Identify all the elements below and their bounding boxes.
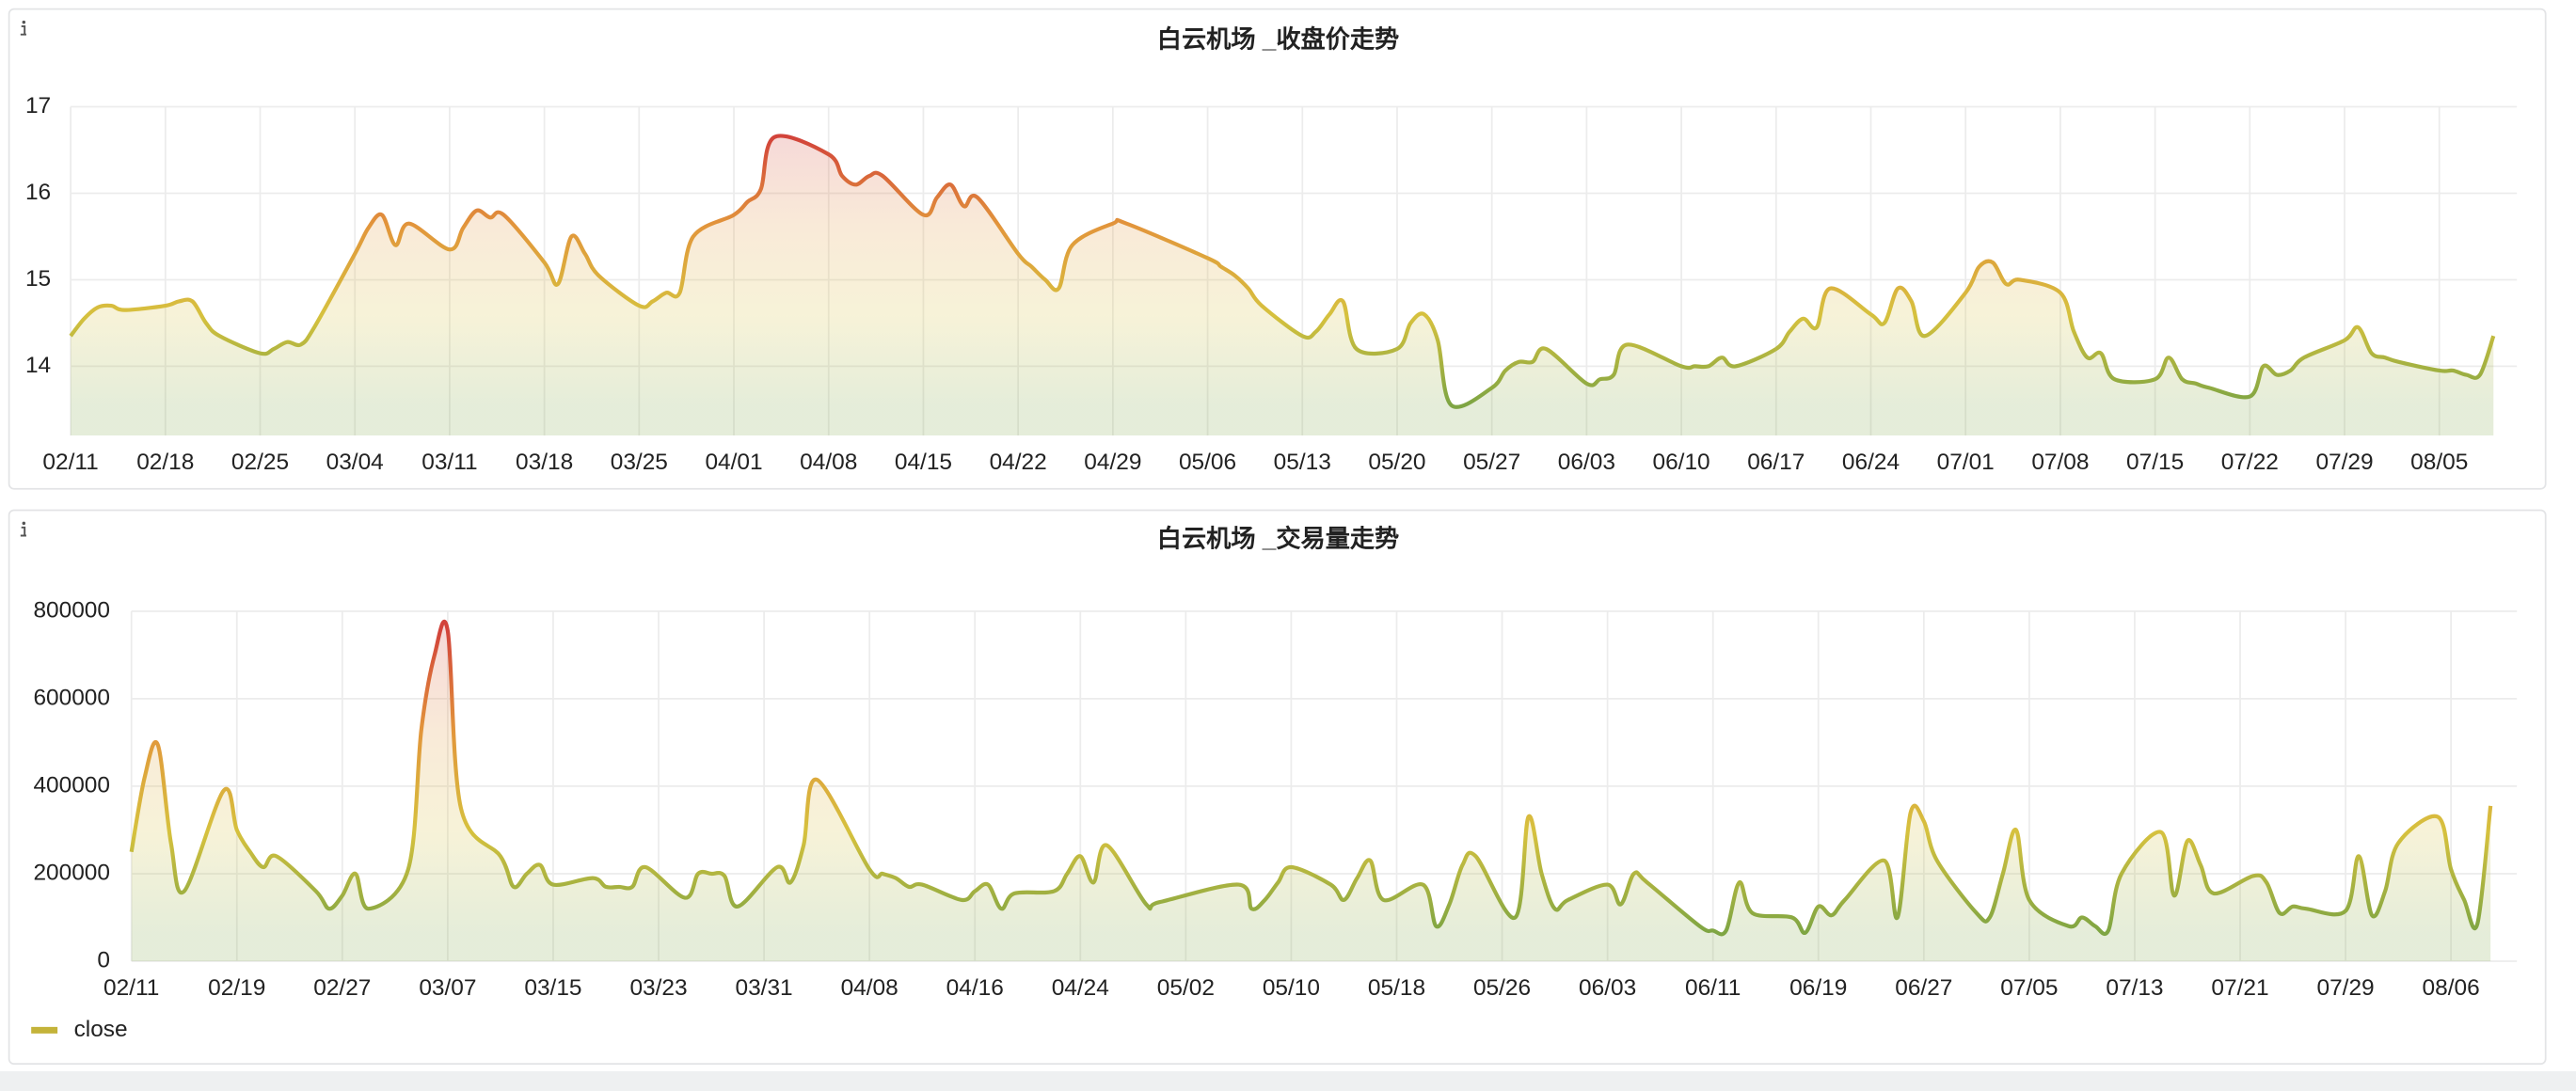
x-tick-label: 06/17 <box>1747 450 1805 475</box>
x-tick-label: 06/03 <box>1558 450 1615 475</box>
x-tick-label: 03/11 <box>421 450 477 475</box>
info-icon-stem <box>20 526 26 537</box>
x-tick-label: 07/05 <box>2000 975 2058 1001</box>
y-tick-label: 400000 <box>33 772 110 798</box>
x-tick-label: 02/11 <box>42 450 98 475</box>
info-icon[interactable] <box>16 18 32 40</box>
y-tick-label: 200000 <box>33 860 110 885</box>
x-tick-label: 04/29 <box>1084 450 1141 475</box>
x-tick-label: 07/13 <box>2106 975 2163 1001</box>
x-tick-label: 08/05 <box>2410 450 2468 475</box>
x-tick-label: 04/08 <box>800 450 857 475</box>
x-tick-label: 05/02 <box>1157 975 1215 1001</box>
x-tick-label: 07/08 <box>2031 450 2089 475</box>
legend-swatch <box>31 1026 58 1034</box>
x-tick-label: 02/11 <box>103 975 159 1001</box>
x-tick-label: 06/10 <box>1653 450 1710 475</box>
info-icon-dot <box>22 521 26 526</box>
x-tick-label: 05/20 <box>1368 450 1425 475</box>
y-tick-label: 15 <box>25 266 51 292</box>
x-tick-label: 05/26 <box>1473 975 1531 1001</box>
x-tick-label: 03/31 <box>736 975 793 1001</box>
y-tick-label: 600000 <box>33 685 110 710</box>
x-tick-label: 08/06 <box>2423 975 2480 1001</box>
x-tick-label: 04/15 <box>895 450 952 475</box>
x-tick-label: 04/08 <box>841 975 898 1001</box>
x-tick-label: 04/24 <box>1052 975 1109 1001</box>
x-tick-label: 06/27 <box>1895 975 1952 1001</box>
x-tick-label: 04/22 <box>990 450 1047 475</box>
x-tick-label: 02/27 <box>313 975 371 1001</box>
area-fill <box>71 135 2494 435</box>
x-tick-label: 05/10 <box>1263 975 1320 1001</box>
x-tick-label: 03/15 <box>524 975 581 1001</box>
y-tick-label: 0 <box>97 947 110 972</box>
x-tick-label: 06/19 <box>1789 975 1847 1001</box>
info-icon[interactable] <box>16 519 32 541</box>
x-tick-label: 06/03 <box>1579 975 1636 1001</box>
line <box>69 134 2496 409</box>
info-icon-stem <box>20 24 26 36</box>
x-tick-label: 07/22 <box>2221 450 2279 475</box>
legend-label: close <box>74 1017 128 1042</box>
x-tick-label: 07/01 <box>1937 450 1995 475</box>
info-icon-dot <box>22 20 26 24</box>
y-tick-label: 16 <box>25 180 51 205</box>
x-tick-label: 07/29 <box>2315 450 2373 475</box>
x-tick-label: 04/16 <box>946 975 1004 1001</box>
x-tick-label: 05/06 <box>1179 450 1236 475</box>
x-tick-label: 02/25 <box>231 450 289 475</box>
page-footer-shade <box>0 1071 2576 1091</box>
x-tick-label: 02/18 <box>136 450 194 475</box>
y-tick-label: 800000 <box>33 597 110 623</box>
x-tick-label: 03/04 <box>326 450 384 475</box>
y-tick-label: 14 <box>25 353 51 378</box>
x-tick-label: 04/01 <box>705 450 762 475</box>
x-tick-label: 03/07 <box>419 975 476 1001</box>
x-tick-label: 07/21 <box>2211 975 2268 1001</box>
x-tick-label: 05/27 <box>1463 450 1520 475</box>
x-tick-label: 07/29 <box>2316 975 2374 1001</box>
area-fill <box>131 621 2491 961</box>
x-tick-label: 03/18 <box>516 450 573 475</box>
chart-title: 白云机场 _收盘价走势 <box>1157 25 1399 54</box>
x-tick-label: 05/13 <box>1274 450 1331 475</box>
x-tick-label: 03/23 <box>629 975 687 1001</box>
x-tick-label: 03/25 <box>611 450 668 475</box>
x-tick-label: 05/18 <box>1368 975 1425 1001</box>
x-tick-label: 07/15 <box>2126 450 2184 475</box>
x-tick-label: 02/19 <box>208 975 265 1001</box>
x-tick-label: 06/24 <box>1842 450 1900 475</box>
x-tick-label: 06/11 <box>1685 975 1741 1001</box>
line <box>129 619 2493 937</box>
chart-title: 白云机场 _交易量走势 <box>1157 525 1399 553</box>
y-tick-label: 17 <box>25 93 51 119</box>
